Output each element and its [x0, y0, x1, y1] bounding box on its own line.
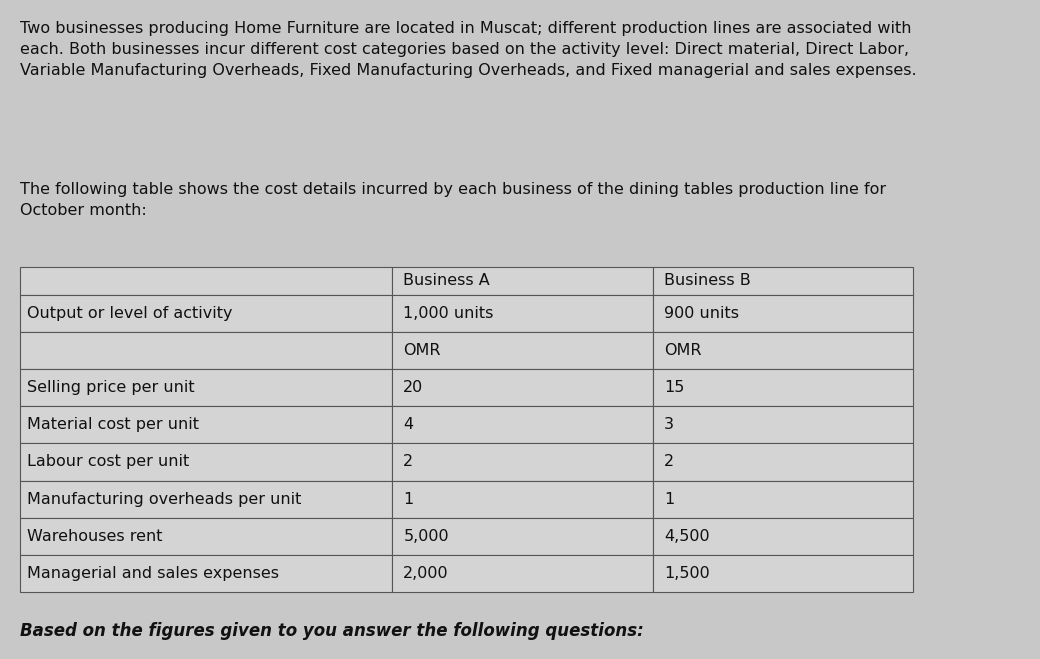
Text: Material cost per unit: Material cost per unit	[27, 417, 200, 432]
Text: 2: 2	[664, 455, 674, 469]
Text: Output or level of activity: Output or level of activity	[27, 306, 233, 321]
Text: Selling price per unit: Selling price per unit	[27, 380, 196, 395]
Text: 900 units: 900 units	[664, 306, 738, 321]
Text: The following table shows the cost details incurred by each business of the dini: The following table shows the cost detai…	[20, 182, 886, 218]
Bar	[392, 480, 653, 518]
Text: 15: 15	[664, 380, 684, 395]
Bar	[653, 369, 913, 406]
Bar	[653, 555, 913, 592]
Text: Managerial and sales expenses: Managerial and sales expenses	[27, 566, 280, 581]
Text: 5,000: 5,000	[404, 529, 449, 544]
Text: Labour cost per unit: Labour cost per unit	[27, 455, 189, 469]
Text: Warehouses rent: Warehouses rent	[27, 529, 163, 544]
Bar	[392, 555, 653, 592]
Text: Business B: Business B	[664, 273, 751, 289]
Text: 1,500: 1,500	[664, 566, 709, 581]
Bar	[653, 295, 913, 332]
Text: OMR: OMR	[664, 343, 701, 358]
Text: 3: 3	[664, 417, 674, 432]
Bar	[653, 406, 913, 444]
Bar	[392, 406, 653, 444]
Bar	[653, 518, 913, 555]
Bar	[20, 444, 392, 480]
Text: 2: 2	[404, 455, 414, 469]
Bar	[20, 332, 392, 369]
Text: 2,000: 2,000	[404, 566, 449, 581]
Bar	[653, 480, 913, 518]
Bar	[392, 518, 653, 555]
Bar	[20, 295, 392, 332]
Bar	[392, 444, 653, 480]
Bar	[20, 406, 392, 444]
Text: Business A: Business A	[404, 273, 490, 289]
Text: Two businesses producing Home Furniture are located in Muscat; different product: Two businesses producing Home Furniture …	[20, 21, 916, 78]
Text: Based on the figures given to you answer the following questions:: Based on the figures given to you answer…	[20, 621, 644, 639]
Text: 4,500: 4,500	[664, 529, 709, 544]
Bar	[653, 444, 913, 480]
Text: 1: 1	[404, 492, 414, 507]
Bar	[20, 267, 392, 295]
Bar	[392, 295, 653, 332]
Text: 1: 1	[664, 492, 674, 507]
Text: 4: 4	[404, 417, 414, 432]
Text: 20: 20	[404, 380, 423, 395]
Text: OMR: OMR	[404, 343, 441, 358]
Bar	[392, 267, 653, 295]
Text: 1,000 units: 1,000 units	[404, 306, 494, 321]
Bar	[20, 369, 392, 406]
Bar	[392, 369, 653, 406]
Bar	[20, 480, 392, 518]
Bar	[392, 332, 653, 369]
Bar	[20, 518, 392, 555]
Bar	[653, 332, 913, 369]
Bar	[653, 267, 913, 295]
Text: Manufacturing overheads per unit: Manufacturing overheads per unit	[27, 492, 302, 507]
Bar	[20, 555, 392, 592]
